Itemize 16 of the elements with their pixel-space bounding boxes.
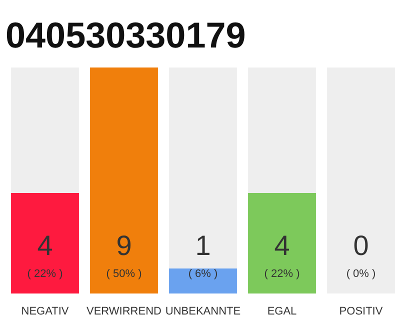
annotation: ( 22% ) [27, 268, 63, 280]
x-tick-label: NEGATIV [21, 306, 70, 318]
data-label: 9 [116, 230, 132, 262]
annotation: ( 50% ) [106, 268, 142, 280]
data-label: 4 [274, 230, 290, 262]
x-tick-label: VERWIRREND [86, 306, 162, 318]
annotation: ( 22% ) [264, 268, 300, 280]
x-tick-label: POSITIV [339, 306, 384, 318]
data-label: 1 [195, 230, 211, 262]
annotation: 0 [353, 230, 369, 262]
chart-title: 040530330179 [6, 14, 246, 56]
annotation: ( 6% ) [188, 268, 218, 280]
data-label: 4 [37, 230, 53, 262]
x-tick-label: UNBEKANNTE [165, 306, 241, 318]
x-tick-label: EGAL [267, 306, 297, 318]
annotation: ( 0% ) [346, 268, 376, 280]
